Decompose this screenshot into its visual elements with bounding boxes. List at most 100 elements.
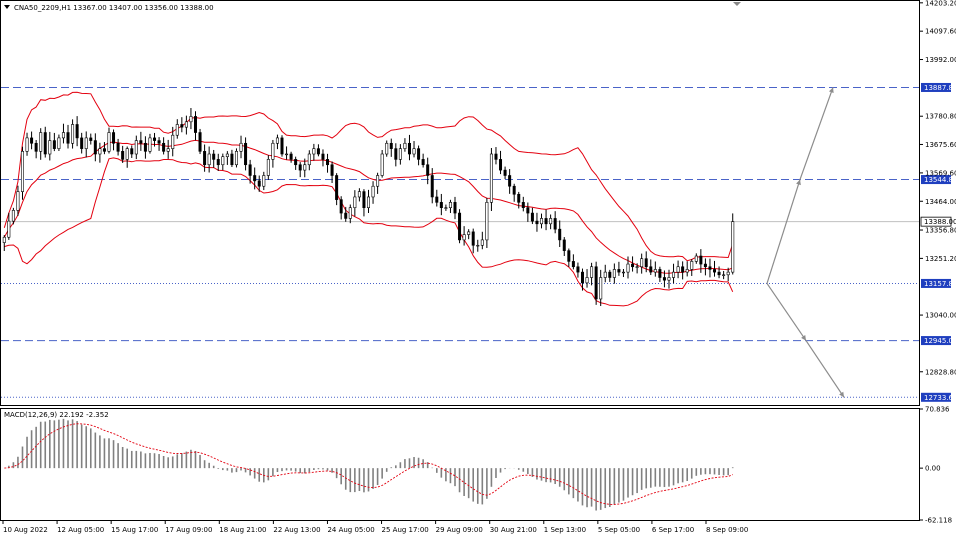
candle-body-23 [107, 132, 111, 152]
candle-body-20 [93, 140, 97, 155]
candle-body-77 [353, 196, 357, 208]
candle-body-70 [321, 153, 325, 160]
candle-body-88 [403, 142, 407, 149]
candle-body-73 [335, 175, 339, 200]
candle-body-142 [649, 266, 653, 273]
candle-body-145 [662, 277, 666, 281]
candle-body-36 [166, 148, 170, 152]
candle-body-151 [690, 261, 694, 270]
price-candles [2, 108, 735, 307]
candle-body-140 [640, 258, 644, 268]
level-label-3: 12945.04 [924, 337, 956, 345]
candle-body-131 [599, 277, 603, 300]
candle-body-109 [499, 159, 503, 171]
candle-body-10 [48, 140, 52, 155]
candle-body-19 [89, 137, 93, 141]
bollinger-middle [3, 139, 733, 274]
candle-body-55 [253, 175, 257, 182]
level-label-bg-3 [921, 336, 951, 346]
candle-body-153 [699, 255, 703, 265]
projection-arrows [766, 87, 845, 398]
candle-body-21 [98, 148, 102, 155]
candle-body-81 [371, 185, 375, 198]
candle-body-65 [298, 164, 302, 171]
symbol-dropdown-icon[interactable] [4, 5, 10, 9]
candle-body-141 [644, 258, 648, 268]
candle-body-22 [102, 148, 106, 152]
candle-body-159 [726, 271, 730, 276]
price-tick-label-4: 13675.60 [925, 141, 956, 149]
macd-signal-line [4, 423, 733, 505]
candle-body-82 [376, 175, 380, 187]
candle-body-158 [722, 274, 726, 276]
candle-body-44 [203, 151, 207, 166]
candle-body-136 [621, 271, 625, 274]
candle-body-115 [526, 207, 530, 214]
candle-body-79 [362, 191, 366, 208]
candle-body-0 [2, 236, 6, 243]
candle-body-156 [713, 269, 717, 273]
time-tick-label-10: 1 Sep 13:00 [544, 526, 586, 534]
candle-body-139 [635, 266, 639, 268]
candle-body-17 [80, 137, 84, 149]
last-price-label-bg [920, 216, 952, 227]
candle-body-147 [672, 271, 676, 278]
candle-body-113 [517, 193, 521, 203]
time-tick-label-5: 22 Aug 13:00 [273, 526, 320, 534]
candle-body-57 [262, 175, 266, 187]
candle-body-3 [16, 191, 20, 211]
candle-body-64 [294, 159, 298, 166]
candle-body-7 [34, 142, 38, 152]
candle-body-71 [326, 159, 330, 166]
scroll-marker-icon[interactable] [733, 2, 741, 6]
candle-body-48 [221, 156, 225, 166]
candle-body-46 [212, 153, 216, 160]
candle-body-74 [339, 199, 343, 214]
candle-body-58 [266, 159, 270, 176]
price-tick-label-3: 13780.80 [925, 113, 956, 121]
candle-body-160 [731, 221, 735, 273]
horizontal-levels: 13887.88 13544.84 13157.84 12945.04 12733.68… [1, 82, 956, 402]
macd-tick-label-0: 70.836 [925, 406, 950, 414]
candle-body-33 [153, 137, 157, 141]
candle-body-32 [148, 137, 152, 152]
candle-body-118 [540, 218, 544, 225]
candle-body-34 [157, 140, 161, 144]
time-tick-label-1: 12 Aug 05:00 [57, 526, 104, 534]
candle-body-40 [184, 121, 188, 128]
price-tick-label-8: 13251.20 [925, 255, 956, 263]
candle-body-27 [125, 148, 129, 160]
time-tick-label-9: 30 Aug 21:00 [490, 526, 537, 534]
projection-down-1 [766, 283, 807, 341]
candle-body-84 [385, 142, 389, 155]
time-tick-label-6: 24 Aug 05:00 [327, 526, 374, 534]
candle-body-16 [75, 124, 79, 139]
candle-body-94 [430, 175, 434, 198]
candle-body-9 [43, 132, 47, 155]
price-tick-label-5: 13569.60 [925, 169, 956, 177]
candle-body-43 [198, 132, 202, 152]
candle-body-35 [162, 142, 166, 152]
macd-y-axis: 70.836 0.00 -62.118 [919, 406, 952, 525]
price-y-axis: 14203.20 14097.60 13992.00 13780.80 13675.60… [919, 0, 956, 376]
candle-body-45 [207, 153, 211, 166]
candle-body-123 [562, 239, 566, 251]
candle-body-143 [653, 269, 657, 273]
price-tick-label-2: 13992.00 [925, 56, 956, 64]
macd-tick-label-2: -62.118 [925, 517, 952, 525]
candle-body-6 [30, 137, 34, 144]
macd-histogram [4, 418, 734, 511]
time-tick-label-2: 15 Aug 17:00 [111, 526, 158, 534]
candle-body-119 [544, 218, 548, 225]
candle-body-102 [467, 231, 471, 235]
candle-body-149 [681, 266, 685, 273]
candle-body-68 [312, 148, 316, 155]
candle-body-120 [549, 218, 553, 225]
candle-body-25 [116, 142, 120, 152]
candle-body-95 [435, 196, 439, 203]
candle-body-155 [708, 266, 712, 270]
candle-body-56 [257, 180, 261, 187]
candle-body-104 [476, 244, 480, 247]
price-panel-frame [0, 0, 920, 406]
